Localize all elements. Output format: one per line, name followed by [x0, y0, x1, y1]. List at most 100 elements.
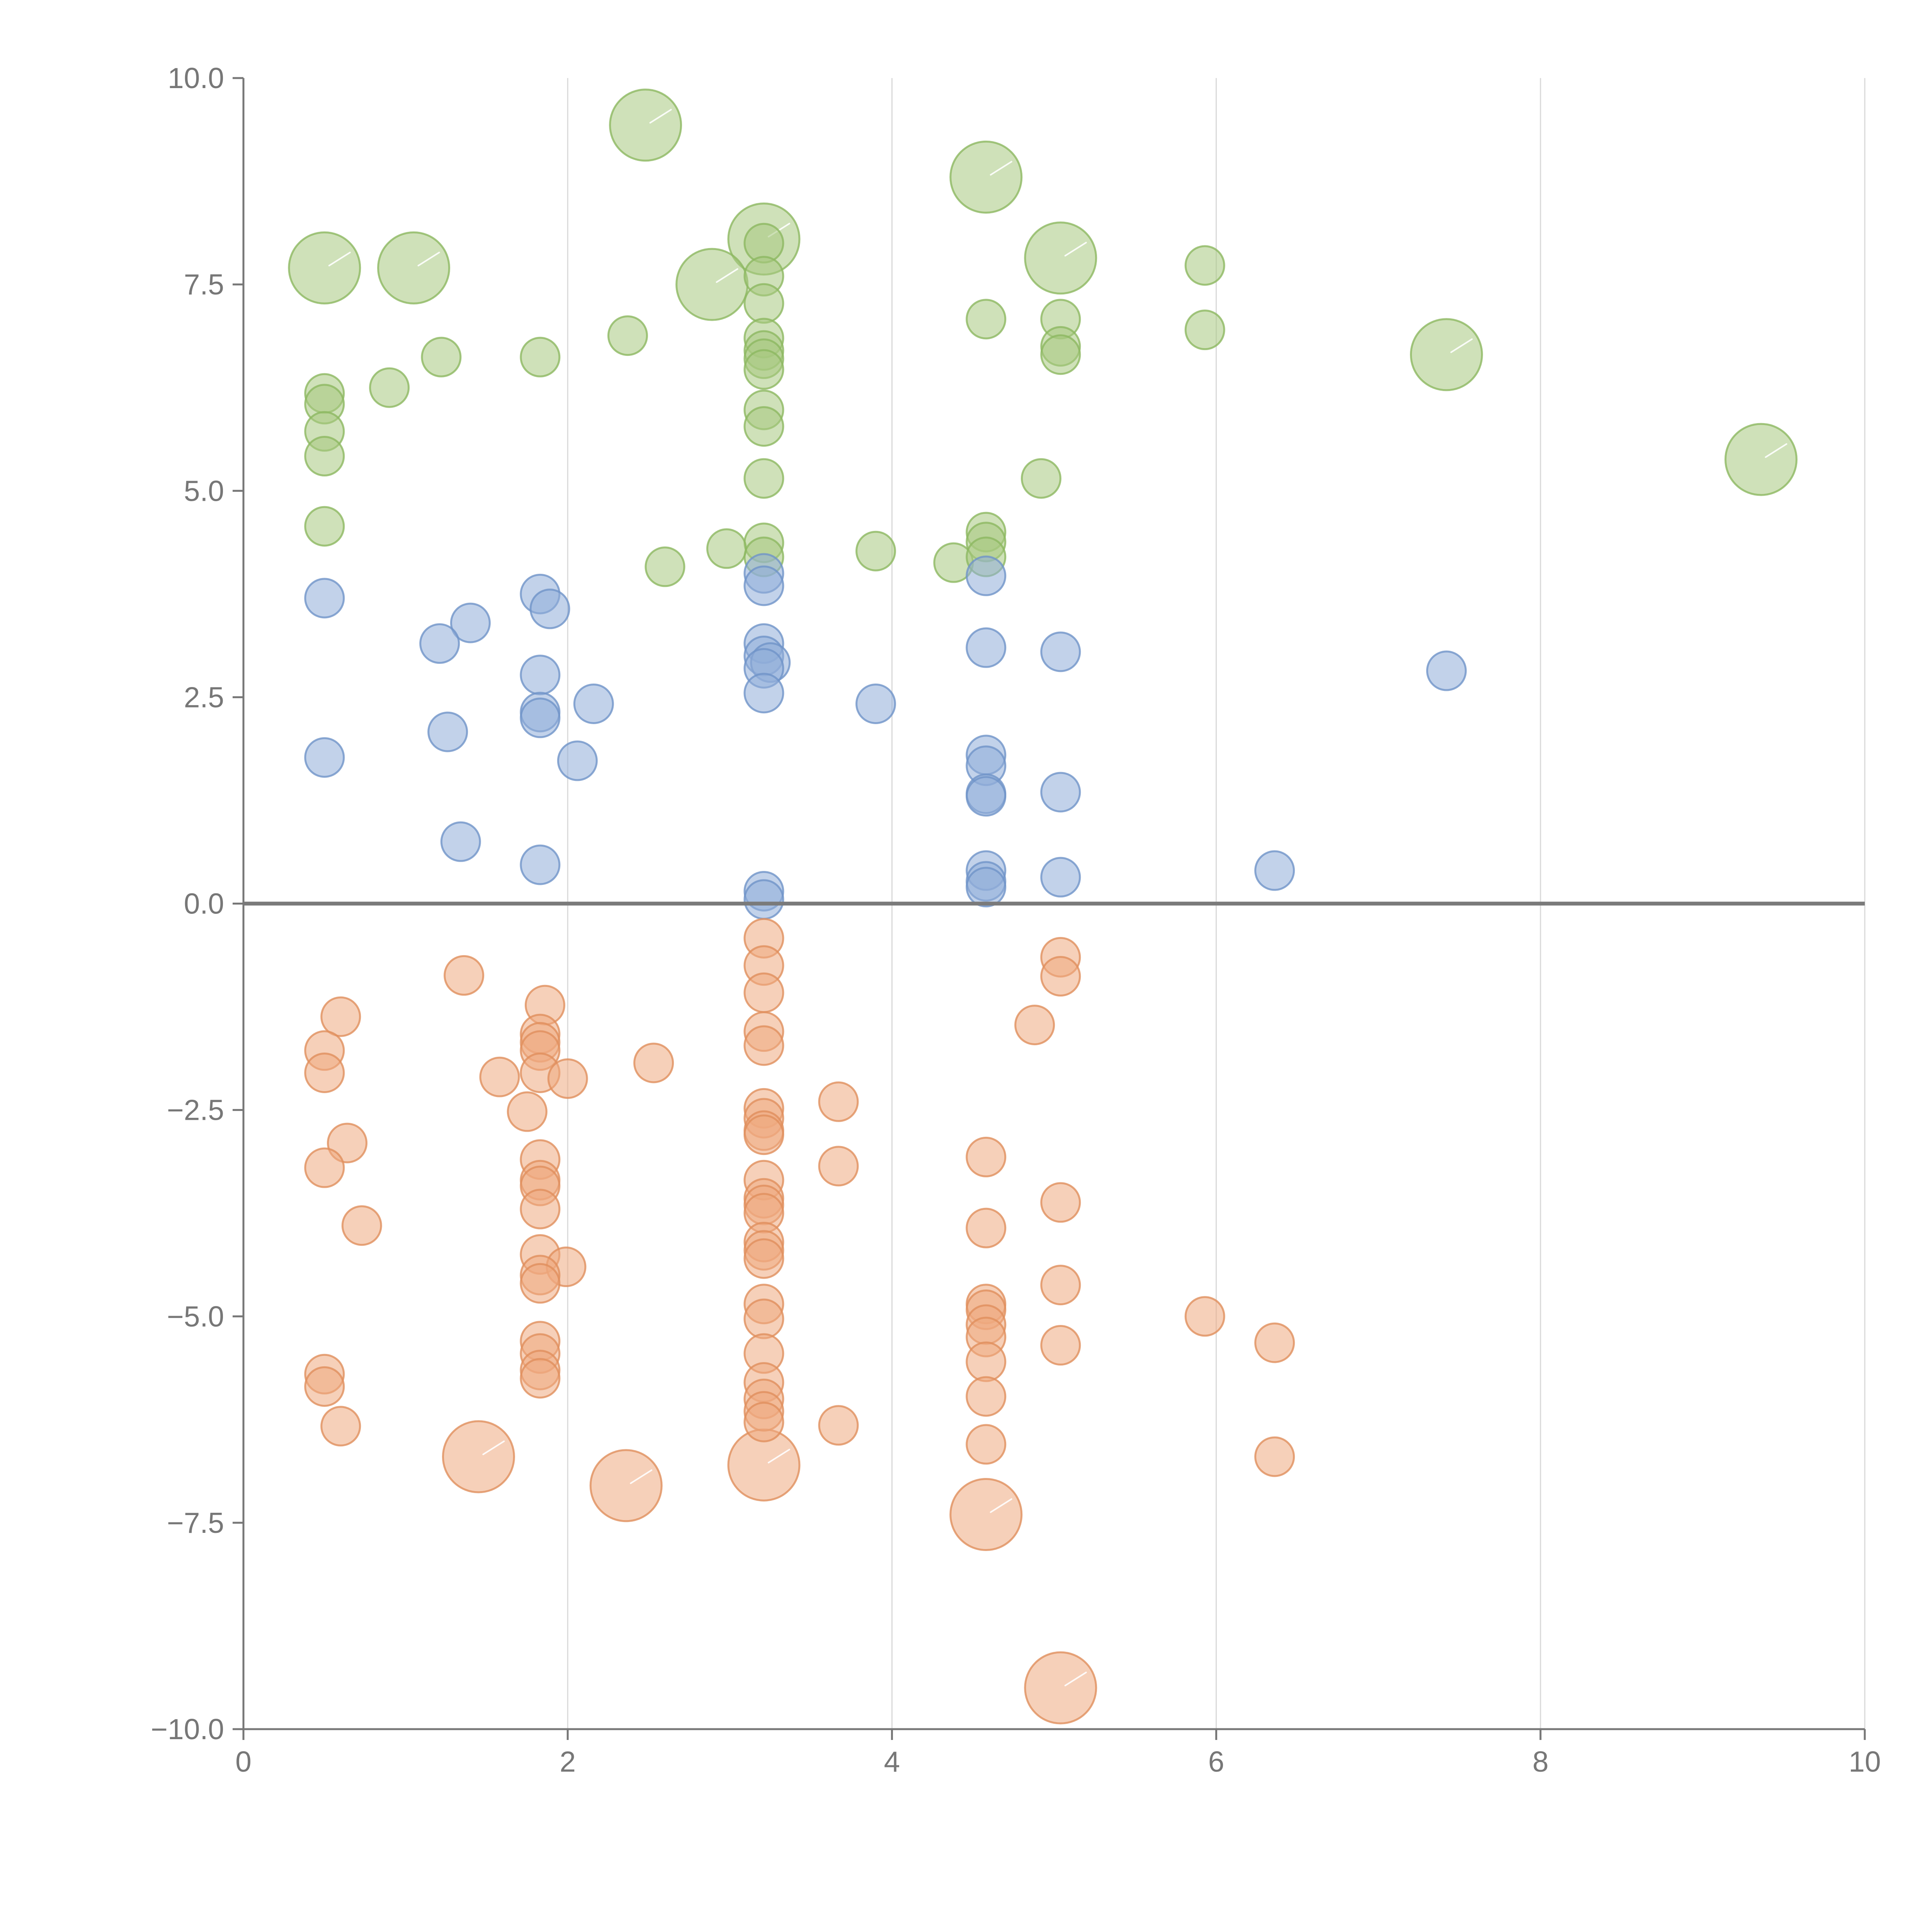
y-tick-label: −2.5	[167, 1094, 224, 1126]
bubble-green	[743, 349, 784, 390]
bubble-orange	[304, 1147, 345, 1188]
bubble-blue	[427, 711, 468, 752]
bubble-orange	[966, 1376, 1007, 1417]
bubble-orange	[520, 1189, 561, 1230]
bubble-green	[607, 315, 648, 356]
bubble-blue	[450, 602, 491, 643]
bubble-green	[645, 546, 685, 587]
bubble-blue	[1040, 857, 1081, 898]
bubble-blue	[743, 879, 784, 920]
bubble-orange	[818, 1405, 859, 1446]
bubble-green	[966, 299, 1007, 340]
bubble-blue	[855, 683, 896, 724]
bubble-green-large	[377, 231, 451, 304]
bubble-orange	[1040, 1325, 1081, 1366]
bubble-layer	[288, 88, 1798, 1725]
bubble-blue	[520, 844, 561, 885]
bubble-green	[1040, 334, 1081, 375]
bubble-blue	[966, 776, 1007, 817]
bubble-orange	[743, 1401, 784, 1442]
bubble-blue	[557, 740, 598, 781]
bubble-orange	[304, 1052, 345, 1093]
bubble-orange	[320, 996, 361, 1037]
bubble-highlight-orange	[990, 1498, 1012, 1513]
bubble-orange	[633, 1043, 674, 1083]
bubble-orange-large	[589, 1449, 663, 1522]
bubble-green	[743, 283, 784, 324]
bubble-blue	[520, 697, 561, 738]
bubble-blue	[1426, 650, 1467, 691]
bubble-green	[1184, 310, 1225, 350]
bubble-orange	[1040, 1182, 1081, 1223]
bubble-orange	[1040, 1265, 1081, 1306]
y-tick-label: 0.0	[184, 888, 224, 920]
bubble-orange	[320, 1406, 361, 1447]
bubble-blue	[966, 555, 1007, 596]
bubble-orange-large	[949, 1478, 1023, 1551]
x-tick-label: 8	[1532, 1745, 1549, 1778]
bubble-green	[421, 337, 462, 378]
bubble-orange	[1184, 1296, 1225, 1337]
y-tick-label: −7.5	[167, 1507, 224, 1539]
bubble-green	[1020, 458, 1061, 499]
bubble-blue	[743, 565, 784, 606]
bubble-blue	[1040, 631, 1081, 672]
bubble-orange	[743, 1238, 784, 1279]
bubble-highlight-green	[328, 252, 351, 267]
bubble-highlight-orange	[1064, 1672, 1087, 1687]
x-tick-label: 6	[1208, 1745, 1225, 1778]
bubble-orange	[743, 1025, 784, 1066]
bubble-green-large	[609, 88, 682, 162]
bubble-orange	[444, 955, 485, 996]
bubble-green	[369, 367, 410, 408]
bubble-green-large	[1724, 423, 1798, 496]
bubble-blue	[529, 588, 570, 629]
bubble-green	[304, 436, 345, 477]
bubble-blue	[1254, 850, 1295, 891]
bubble-orange	[507, 1091, 548, 1132]
bubble-orange	[1254, 1436, 1295, 1477]
y-tick-label: 10.0	[168, 62, 224, 94]
bubble-highlight-green	[990, 161, 1012, 176]
bubble-green	[520, 337, 561, 378]
bubble-orange	[1014, 1005, 1055, 1046]
x-tick-label: 2	[560, 1745, 576, 1778]
bubble-highlight-orange	[630, 1469, 653, 1484]
bubble-orange	[743, 972, 784, 1013]
y-tick-label: −10.0	[151, 1713, 224, 1745]
x-tick-label: 10	[1849, 1745, 1881, 1778]
bubble-green	[1184, 245, 1225, 286]
x-tick-label: 0	[235, 1745, 252, 1778]
bubble-green	[304, 506, 345, 547]
y-tick-label: 5.0	[184, 474, 224, 507]
bubble-orange	[341, 1205, 382, 1246]
bubble-orange	[520, 1358, 561, 1399]
bubble-green-large	[1410, 318, 1483, 391]
bubble-blue	[743, 673, 784, 714]
bubble-orange-large	[442, 1420, 515, 1493]
bubble-green-large	[288, 231, 361, 304]
bubble-orange	[743, 1114, 784, 1155]
y-tick-label: −5.0	[167, 1300, 224, 1333]
bubble-orange	[966, 1341, 1007, 1382]
bubble-green-large	[675, 248, 749, 321]
bubble-orange	[1040, 956, 1081, 997]
bubble-highlight-green	[417, 252, 440, 267]
bubble-highlight-orange	[767, 1449, 790, 1464]
bubble-blue	[966, 867, 1007, 908]
bubble-green-large	[1024, 221, 1097, 295]
bubble-orange	[479, 1056, 520, 1097]
bubble-orange	[743, 1298, 784, 1339]
bubble-orange	[966, 1136, 1007, 1177]
bubble-orange	[520, 1263, 561, 1304]
bubble-highlight-green	[649, 109, 672, 124]
bubble-blue	[966, 627, 1007, 668]
bubble-highlight-orange	[482, 1440, 505, 1455]
bubble-highlight-green	[1064, 242, 1087, 257]
y-tick-label: 2.5	[184, 681, 224, 713]
bubble-highlight-green	[1450, 338, 1473, 353]
bubble-orange	[818, 1146, 859, 1187]
bubble-green	[743, 406, 784, 447]
